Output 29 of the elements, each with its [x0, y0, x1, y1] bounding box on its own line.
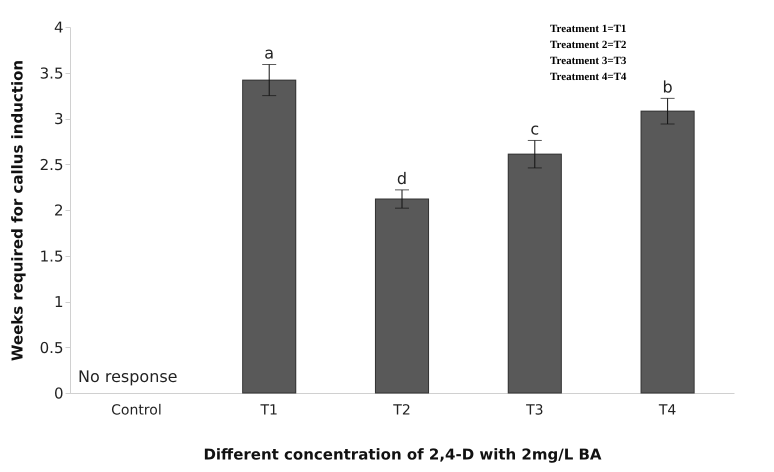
y-tick-label: 0 [54, 384, 64, 402]
annotation: Treatment 4=T4 [550, 71, 627, 83]
bar [374, 198, 430, 394]
annotation: d [396, 168, 408, 188]
bar [508, 154, 562, 394]
x-tick-label: T4 [658, 402, 676, 418]
y-tick-label: 1.5 [40, 247, 64, 266]
bar [242, 80, 296, 394]
x-axis-title: Different concentration of 2,4-D with 2mg/L BA [203, 446, 602, 464]
annotation: a [264, 44, 274, 63]
y-tick-label: 3 [54, 110, 64, 128]
y-tick-label: 1 [54, 293, 64, 311]
y-tick-label: 3.5 [40, 64, 64, 82]
annotation: c [530, 119, 540, 138]
y-axis-title: Weeks required for callus induction [8, 60, 27, 362]
x-tick-label: T2 [392, 402, 411, 418]
annotation: No response [78, 367, 178, 386]
x-tick-label: T3 [525, 402, 544, 418]
annotation: Treatment 2=T2 [550, 39, 627, 51]
annotation: b [662, 77, 673, 96]
y-tick-label: 2.5 [40, 156, 64, 174]
bar [640, 110, 695, 394]
annotation: Treatment 3=T3 [550, 55, 627, 67]
x-tick-label: Control [111, 402, 162, 418]
y-tick-label: 0.5 [40, 338, 64, 357]
x-tick-label: T1 [259, 402, 278, 418]
annotation: Treatment 1=T1 [550, 23, 626, 35]
y-tick-label: 2 [54, 202, 64, 220]
y-tick-label: 4 [54, 18, 64, 36]
